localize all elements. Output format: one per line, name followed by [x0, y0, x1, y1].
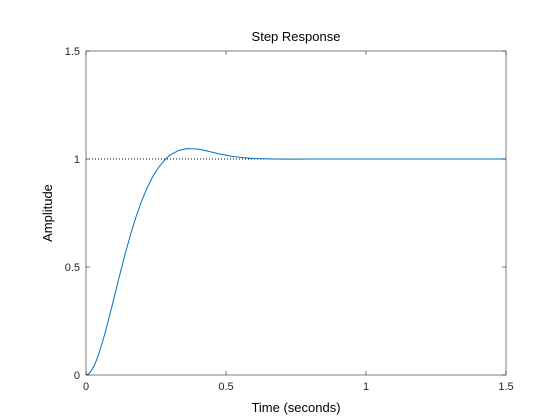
- x-tick-label: 0: [83, 381, 89, 393]
- y-tick-label: 1.5: [65, 46, 80, 58]
- x-tick-label: 1: [363, 381, 369, 393]
- x-tick-label: 0.5: [218, 381, 233, 393]
- y-tick-label: 1: [74, 154, 80, 166]
- x-axis-label: Time (seconds): [251, 400, 340, 415]
- chart-title: Step Response: [252, 29, 341, 44]
- tick-layer: 0 0.5 1 1.5 0 0.5 1 1.5: [65, 46, 514, 393]
- plot-border: [85, 50, 507, 376]
- y-axis-label: Amplitude: [40, 184, 55, 242]
- series-layer: [85, 148, 506, 376]
- x-tick-label: 1.5: [498, 381, 513, 393]
- plot-area: [86, 51, 506, 375]
- y-tick-label: 0: [74, 370, 80, 382]
- series-line-1: [85, 148, 506, 376]
- y-tick-label: 0.5: [65, 262, 80, 274]
